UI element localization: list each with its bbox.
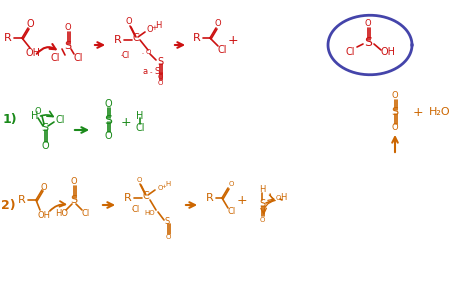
Text: O: O (157, 185, 163, 191)
Text: R: R (193, 33, 201, 43)
Text: S: S (259, 199, 265, 209)
Text: O: O (104, 131, 112, 141)
Text: O: O (26, 19, 34, 29)
Text: H: H (137, 111, 144, 121)
Text: Cl: Cl (135, 123, 145, 133)
Text: O: O (165, 234, 171, 240)
Text: HO: HO (55, 209, 69, 217)
Text: O: O (392, 124, 398, 133)
Text: HO: HO (145, 210, 155, 216)
Text: +: + (413, 105, 423, 119)
Text: OH: OH (26, 48, 40, 58)
Text: OH: OH (381, 47, 395, 57)
Text: Cl: Cl (217, 45, 227, 55)
Text: +: + (151, 25, 157, 31)
Text: Cl: Cl (345, 47, 355, 57)
Text: O: O (259, 217, 264, 223)
Text: O: O (137, 177, 142, 183)
Text: Cl: Cl (50, 53, 60, 63)
Text: S: S (64, 41, 72, 51)
Text: S: S (364, 35, 372, 49)
Text: O: O (41, 182, 47, 191)
Text: -: - (150, 69, 152, 75)
Text: O: O (228, 181, 234, 187)
Text: O: O (215, 19, 221, 28)
Text: Cl: Cl (228, 207, 236, 216)
Text: Cl: Cl (82, 209, 90, 217)
Text: S: S (392, 107, 399, 117)
Text: O: O (365, 19, 371, 28)
Text: O: O (41, 141, 49, 151)
Text: S: S (155, 67, 160, 76)
Text: O: O (35, 108, 41, 117)
Text: 1): 1) (3, 114, 18, 126)
Text: S: S (164, 217, 170, 226)
Text: -: - (132, 207, 134, 212)
Text: 2): 2) (0, 198, 15, 212)
Text: O: O (146, 49, 151, 55)
Text: H: H (280, 194, 286, 203)
Text: O: O (157, 80, 163, 86)
Text: O: O (392, 92, 398, 101)
Text: Cl: Cl (55, 115, 65, 125)
Text: +: + (237, 194, 247, 207)
Text: R: R (124, 193, 132, 203)
Text: Cl: Cl (122, 51, 130, 60)
Text: O: O (104, 99, 112, 109)
Text: -: - (142, 51, 144, 56)
Text: S: S (157, 57, 163, 67)
Text: O: O (126, 17, 132, 26)
Text: C: C (133, 33, 139, 43)
Text: -: - (121, 52, 123, 58)
Text: O: O (275, 195, 281, 201)
Text: S: S (71, 195, 78, 205)
Text: H: H (165, 181, 171, 187)
Text: S: S (104, 114, 112, 126)
Text: O: O (146, 26, 153, 35)
Text: O: O (71, 178, 77, 187)
Text: R: R (18, 195, 26, 205)
Text: H: H (31, 111, 39, 121)
Text: +: + (121, 115, 131, 128)
Text: R: R (206, 193, 214, 203)
Text: +: + (162, 183, 166, 189)
Text: H: H (155, 22, 161, 31)
Text: H: H (259, 185, 265, 194)
Text: a: a (143, 67, 147, 76)
Text: +: + (228, 33, 238, 46)
Text: S: S (41, 123, 48, 133)
Text: R: R (4, 33, 12, 43)
Text: C: C (143, 191, 149, 201)
Text: H₂O: H₂O (429, 107, 451, 117)
Text: O: O (64, 24, 71, 33)
Text: Cl: Cl (73, 53, 83, 63)
Text: Cl: Cl (132, 205, 140, 214)
Text: O: O (157, 74, 163, 80)
Text: OH: OH (37, 210, 51, 219)
Text: R: R (114, 35, 122, 45)
